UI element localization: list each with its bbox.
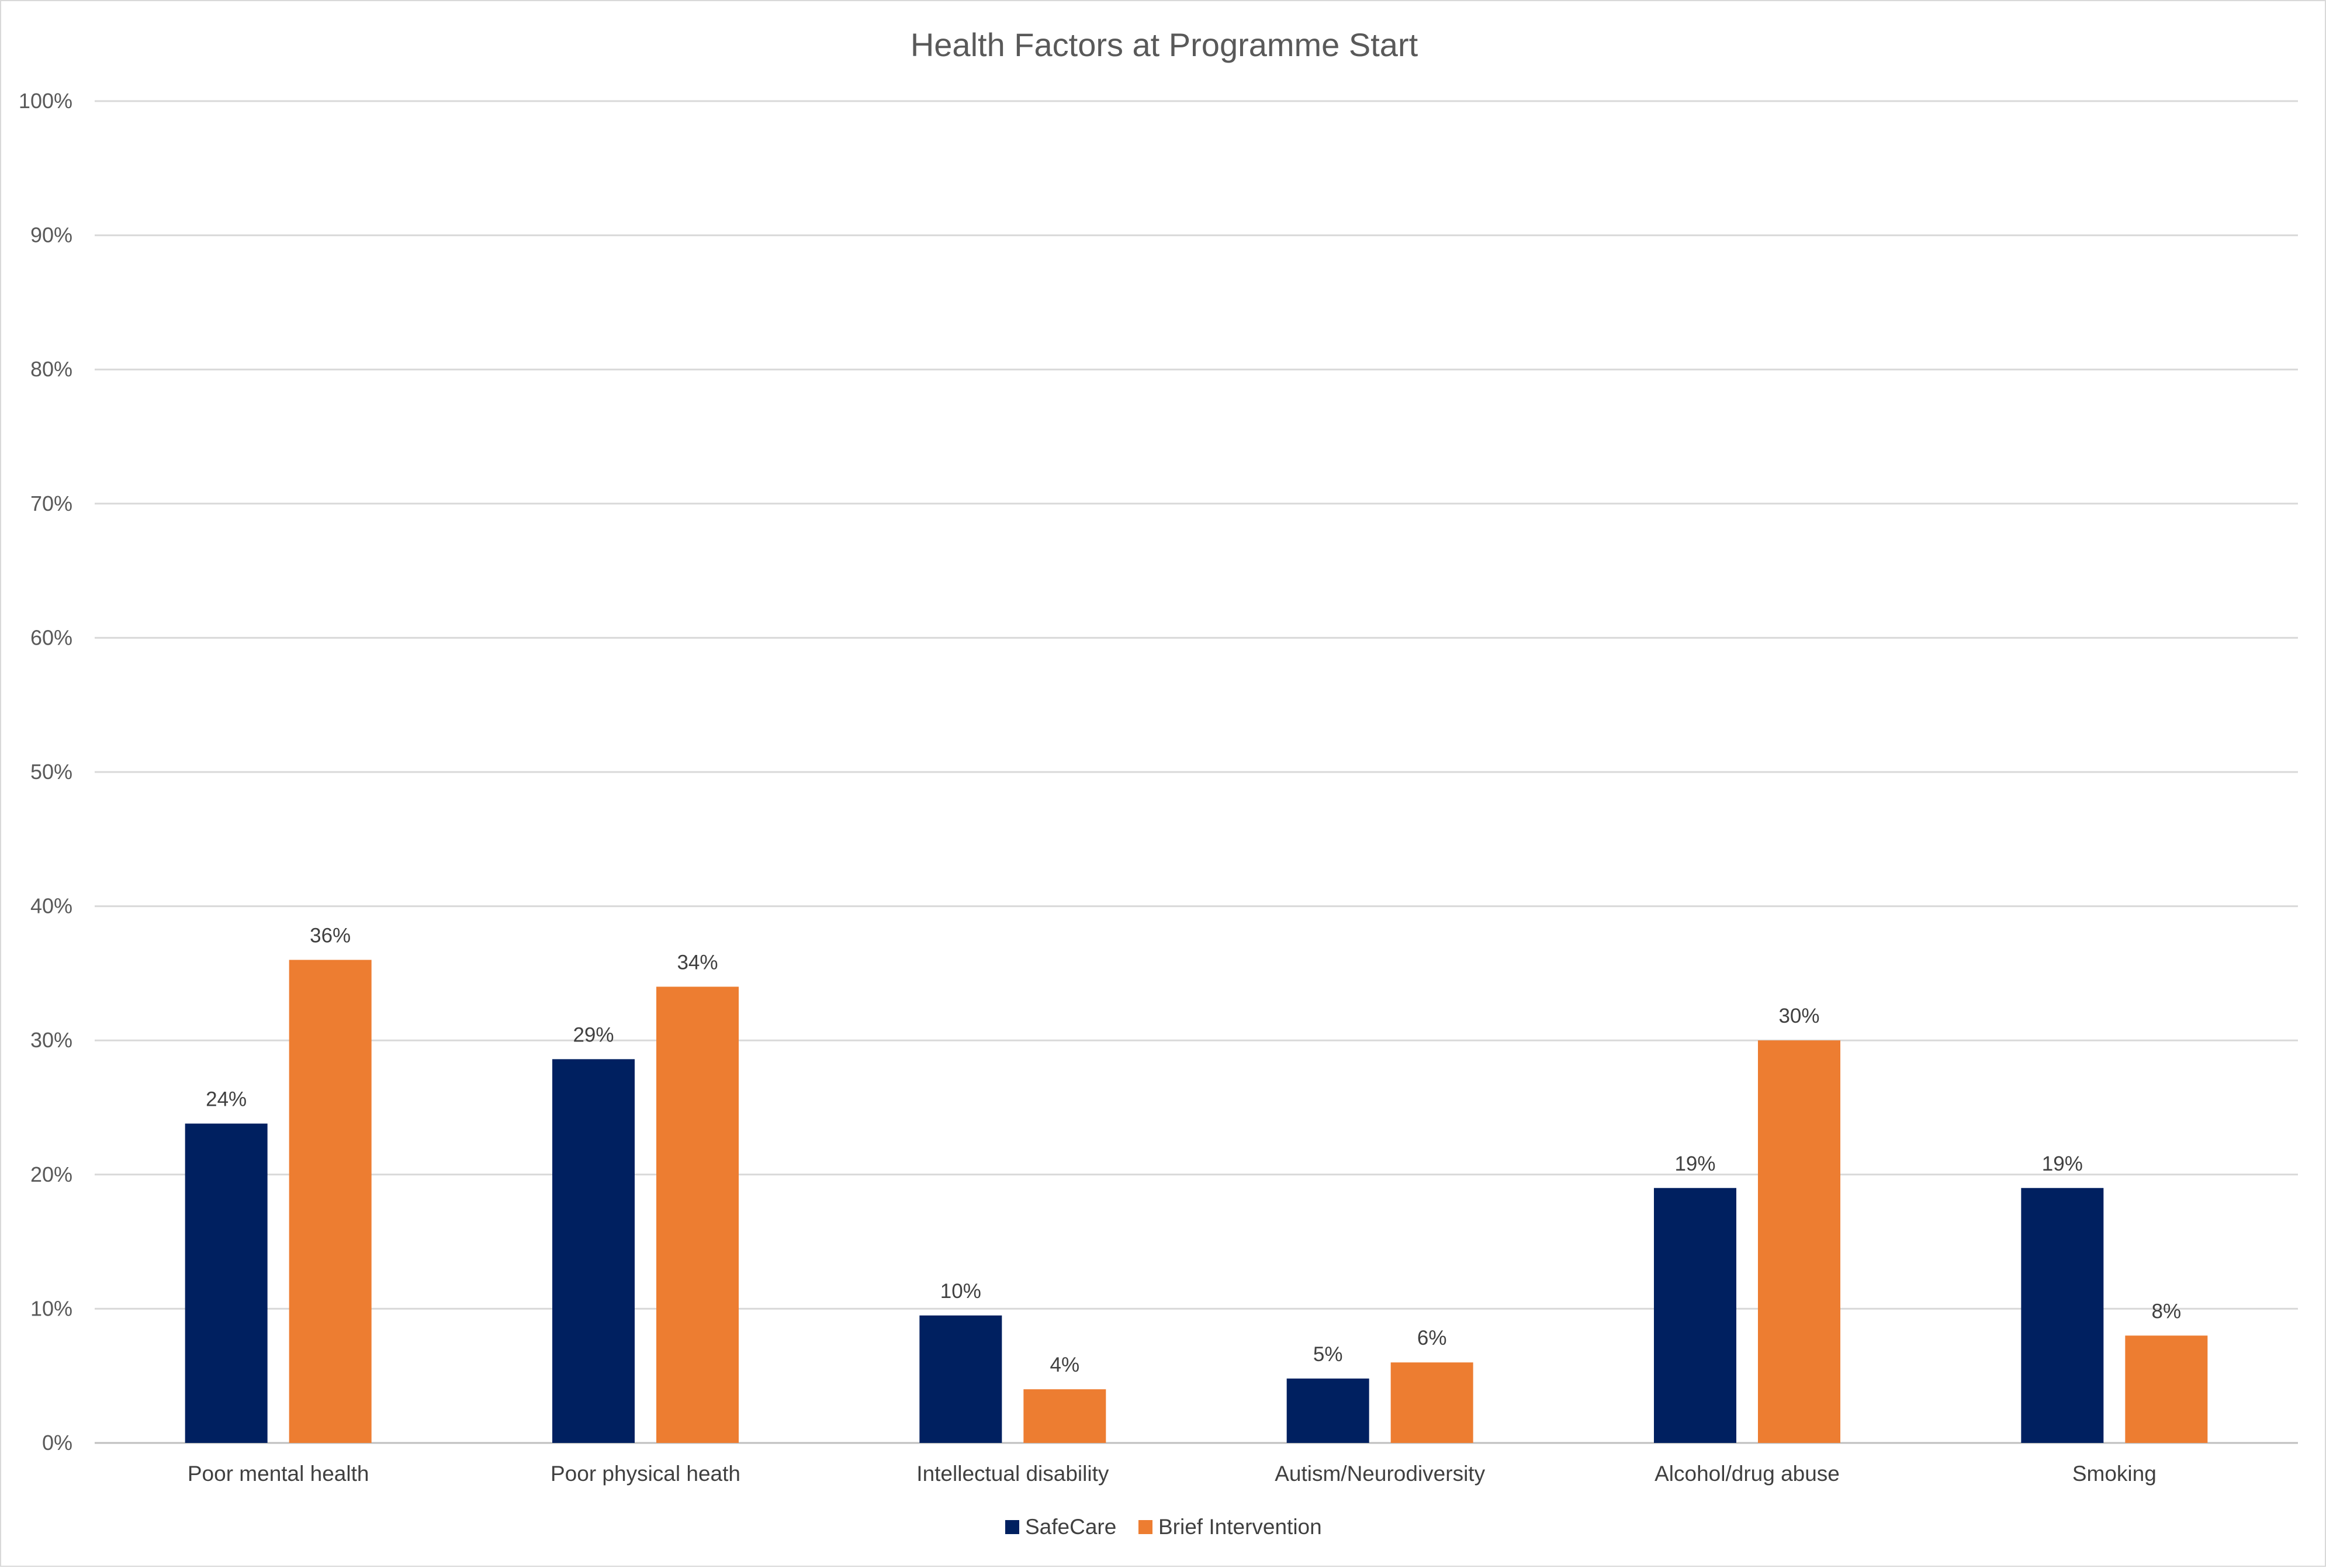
- legend-swatch: [1138, 1520, 1152, 1534]
- category-label: Poor mental health: [188, 1462, 369, 1486]
- bar: [2021, 1188, 2104, 1443]
- legend: SafeCare Brief Intervention: [1005, 1515, 1322, 1539]
- gridlines: [95, 100, 2298, 1444]
- category-label: Alcohol/drug abuse: [1654, 1462, 1840, 1486]
- bars: [185, 960, 2208, 1443]
- bar: [1390, 1362, 1473, 1443]
- bar: [185, 1123, 268, 1443]
- data-labels: 24% 36% 29% 34% 10% 4% 5% 6% 19% 30% 19% 8%: [206, 924, 2181, 1376]
- y-axis-ticks: 0% 10% 20% 30% 40% 50% 60% 70% 80% 90% 100%: [19, 89, 72, 1455]
- bar: [1654, 1188, 1736, 1443]
- legend-swatch: [1005, 1520, 1019, 1534]
- y-tick-label: 70%: [30, 491, 72, 515]
- data-label: 29%: [573, 1023, 614, 1046]
- y-tick-label: 80%: [30, 357, 72, 381]
- data-label: 30%: [1778, 1005, 1819, 1027]
- bar: [1286, 1378, 1369, 1443]
- y-tick-label: 30%: [30, 1028, 72, 1052]
- data-label: 19%: [1674, 1152, 1715, 1175]
- y-tick-label: 10%: [30, 1296, 72, 1320]
- y-tick-label: 0%: [42, 1431, 72, 1455]
- bar: [919, 1315, 1002, 1443]
- data-label: 8%: [2152, 1300, 2182, 1323]
- chart-title: Health Factors at Programme Start: [911, 26, 1418, 63]
- y-tick-label: 40%: [30, 894, 72, 918]
- bar: [1758, 1040, 1840, 1443]
- y-tick-label: 50%: [30, 760, 72, 784]
- category-label: Smoking: [2072, 1462, 2157, 1486]
- y-tick-label: 60%: [30, 625, 72, 649]
- data-label: 24%: [206, 1088, 247, 1111]
- data-label: 36%: [310, 924, 351, 947]
- bar: [1023, 1389, 1106, 1443]
- y-tick-label: 100%: [19, 89, 72, 113]
- bar: [656, 987, 739, 1443]
- data-label: 4%: [1050, 1354, 1080, 1376]
- y-tick-label: 20%: [30, 1162, 72, 1186]
- bar: [2125, 1335, 2208, 1443]
- y-tick-label: 90%: [30, 223, 72, 247]
- data-label: 6%: [1417, 1327, 1447, 1349]
- bar: [289, 960, 372, 1443]
- legend-label: Brief Intervention: [1158, 1515, 1322, 1539]
- data-label: 10%: [940, 1280, 981, 1303]
- category-label: Intellectual disability: [916, 1462, 1109, 1486]
- data-label: 5%: [1313, 1343, 1343, 1366]
- x-axis-categories: Poor mental health Poor physical heath Int…: [188, 1462, 2157, 1486]
- data-label: 19%: [2042, 1152, 2083, 1175]
- data-label: 34%: [677, 951, 718, 974]
- category-label: Poor physical heath: [551, 1462, 740, 1486]
- legend-label: SafeCare: [1025, 1515, 1116, 1539]
- category-label: Autism/Neurodiversity: [1275, 1462, 1485, 1486]
- bar: [552, 1059, 635, 1443]
